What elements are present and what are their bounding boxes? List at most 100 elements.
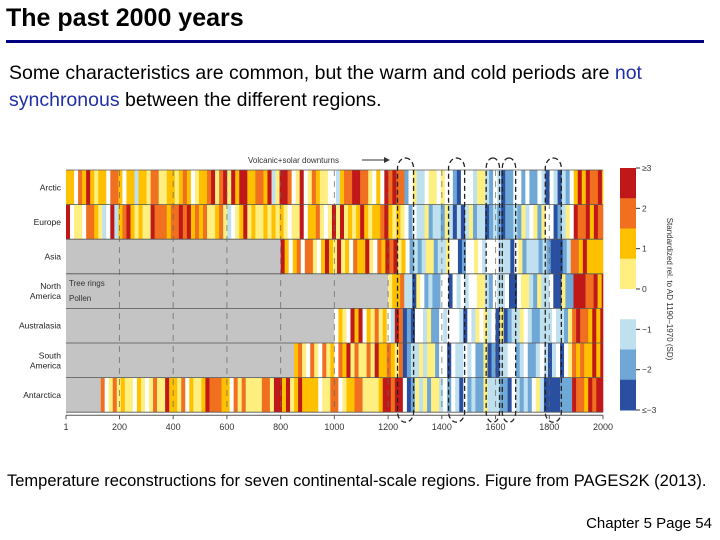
- heatmap-cell: [306, 377, 311, 413]
- x-tick-label: 800: [273, 422, 288, 432]
- heatmap-cell: [149, 377, 154, 413]
- heatmap-cell: [400, 170, 405, 205]
- heatmap-cell: [82, 170, 87, 205]
- heatmap-cell: [296, 239, 302, 274]
- heatmap-cell: [330, 343, 335, 378]
- region-label: America: [30, 291, 61, 301]
- heatmap-cell: [433, 239, 439, 274]
- heatmap-cell: [448, 204, 454, 240]
- colorbar-segment: [620, 258, 636, 290]
- heatmap-cell: [370, 343, 375, 378]
- heatmap-cell: [126, 170, 131, 205]
- heatmap-cell: [352, 170, 357, 205]
- heatmap-cell: [448, 170, 454, 205]
- heatmap-cell: [495, 343, 500, 378]
- heatmap-cell: [439, 308, 444, 343]
- heatmap-cell: [523, 343, 529, 378]
- heatmap-cell: [460, 273, 465, 309]
- heatmap-cell: [70, 204, 75, 240]
- heatmap-cell: [136, 377, 142, 413]
- heatmap-cell: [384, 204, 389, 240]
- heatmap-cell: [302, 377, 307, 413]
- heatmap-cell: [365, 239, 370, 274]
- heatmap-cell: [505, 170, 510, 205]
- heatmap-cell: [550, 239, 555, 274]
- heatmap-cell: [533, 170, 538, 205]
- heatmap-cell: [291, 204, 296, 240]
- heatmap-cell: [588, 343, 593, 378]
- heatmap-cell: [424, 273, 429, 309]
- heatmap-cell: [499, 343, 504, 378]
- heatmap-cell: [472, 204, 478, 240]
- heatmap-cell: [299, 170, 305, 205]
- heatmap-cell: [468, 170, 474, 205]
- heatmap-gridlines: [66, 169, 603, 413]
- heatmap-cell: [491, 377, 496, 413]
- heatmap-cell: [557, 204, 562, 240]
- colorbar-segment: [620, 168, 636, 199]
- heatmap-cell: [412, 204, 417, 240]
- heatmap-cell: [590, 239, 596, 274]
- heatmap-cell: [207, 170, 212, 205]
- heatmap-cell: [428, 170, 433, 205]
- heatmap-cell: [82, 204, 87, 240]
- heatmap-cell: [402, 308, 408, 343]
- heatmap-cell: [535, 377, 541, 413]
- heatmap-cell: [281, 377, 287, 413]
- heatmap-cell: [326, 343, 331, 378]
- colorbar-tick-label: 2: [642, 203, 647, 213]
- heatmap-cell: [273, 377, 279, 413]
- x-tick-label: 2000: [593, 422, 613, 432]
- heatmap-cell: [341, 239, 346, 274]
- heatmap-cell: [315, 170, 321, 205]
- heatmap-cell: [425, 239, 431, 274]
- heatmap-cell: [593, 204, 599, 240]
- heatmap-cell: [366, 343, 371, 378]
- heatmap-cell: [487, 308, 492, 343]
- heatmap-cell: [312, 239, 318, 274]
- heatmap-cell: [511, 343, 516, 378]
- heatmap-cell: [480, 273, 486, 309]
- heatmap-cell: [416, 204, 421, 240]
- heatmap-cell: [165, 377, 170, 413]
- heatmap-cell: [298, 343, 303, 378]
- colorbar-label: Standardized rel. to AD 1190–1970 (SD): [665, 218, 674, 361]
- heatmap-cell: [333, 239, 338, 274]
- heatmap-cell: [280, 239, 285, 274]
- heatmap-cell: [489, 204, 494, 240]
- heatmap-cell: [219, 204, 224, 240]
- heatmap-cell: [146, 170, 151, 205]
- colorbar-segment: [620, 379, 636, 411]
- heatmap-cell: [582, 239, 588, 274]
- heatmap-cell: [553, 204, 558, 240]
- heatmap-cell: [489, 170, 494, 205]
- heatmap-cell: [592, 308, 597, 343]
- heatmap-cell: [515, 308, 521, 343]
- subtitle-text-1: Some characteristics are common, but the…: [9, 62, 615, 84]
- heatmap-cell: [344, 204, 349, 240]
- heatmap-cell: [519, 308, 525, 343]
- heatmap-cell: [564, 377, 569, 413]
- missing-data-region: [66, 308, 335, 343]
- heatmap-cell: [538, 239, 543, 274]
- heatmap-cell: [357, 239, 362, 274]
- heatmap-cell: [404, 204, 409, 240]
- heatmap-cell: [507, 343, 512, 378]
- heatmap-cell: [439, 377, 444, 413]
- x-tick-label: 600: [219, 422, 234, 432]
- heatmap-cell: [589, 273, 594, 309]
- heatmap-cell: [257, 377, 263, 413]
- heatmap-cell: [570, 239, 576, 274]
- region-label: America: [30, 360, 61, 370]
- heatmap-cell: [311, 204, 317, 240]
- heatmap-cell: [338, 343, 343, 378]
- heatmap-cell: [439, 343, 444, 378]
- heatmap-cell: [376, 204, 381, 240]
- heatmap-cell: [291, 170, 296, 205]
- heatmap-cell: [342, 343, 347, 378]
- heatmap-cell: [174, 204, 180, 240]
- heatmap-cell: [410, 343, 416, 378]
- heatmap-cell: [253, 377, 259, 413]
- heatmap-cell: [507, 308, 512, 343]
- heatmap-cell: [543, 308, 549, 343]
